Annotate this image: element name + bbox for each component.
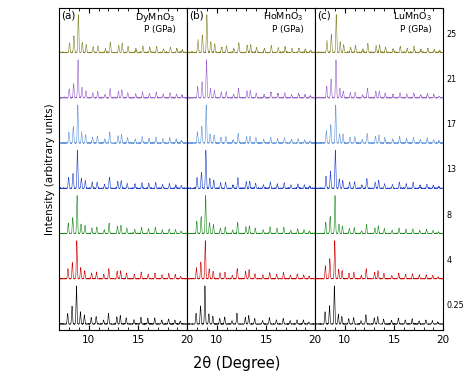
Text: HoMnO$_3$: HoMnO$_3$ [263,11,303,23]
Text: 13: 13 [447,165,456,175]
Text: 2θ (Degree): 2θ (Degree) [193,356,281,371]
Text: DyMnO$_3$: DyMnO$_3$ [135,11,175,23]
Text: 24: 24 [319,30,329,39]
Y-axis label: Intensity (arbitrary units): Intensity (arbitrary units) [45,103,55,235]
Text: 25: 25 [447,30,457,39]
Text: 20: 20 [319,75,329,84]
Text: 10: 10 [319,165,328,175]
Text: 0.7: 0.7 [191,301,203,310]
Text: 21: 21 [447,75,457,84]
Text: 16: 16 [191,120,201,129]
Text: 0.25: 0.25 [447,301,465,310]
Text: (c): (c) [317,11,330,21]
Text: 20: 20 [191,75,201,84]
Text: P (GPa): P (GPa) [272,25,303,34]
Text: 16: 16 [319,120,328,129]
Text: 12: 12 [191,165,201,175]
Text: 8: 8 [319,211,324,220]
Text: 4: 4 [191,256,196,265]
Text: P (GPa): P (GPa) [144,25,175,34]
Text: 4.2: 4.2 [319,256,331,265]
Text: LuMnO$_3$: LuMnO$_3$ [392,11,431,23]
Text: (b): (b) [189,11,203,21]
Text: (a): (a) [61,11,75,21]
Text: 8: 8 [191,211,196,220]
Text: P (GPa): P (GPa) [400,25,431,34]
Text: 0.7: 0.7 [319,301,331,310]
Text: 8: 8 [447,211,452,220]
Text: 17: 17 [447,120,457,129]
Text: 26: 26 [191,30,201,39]
Text: 4: 4 [447,256,452,265]
